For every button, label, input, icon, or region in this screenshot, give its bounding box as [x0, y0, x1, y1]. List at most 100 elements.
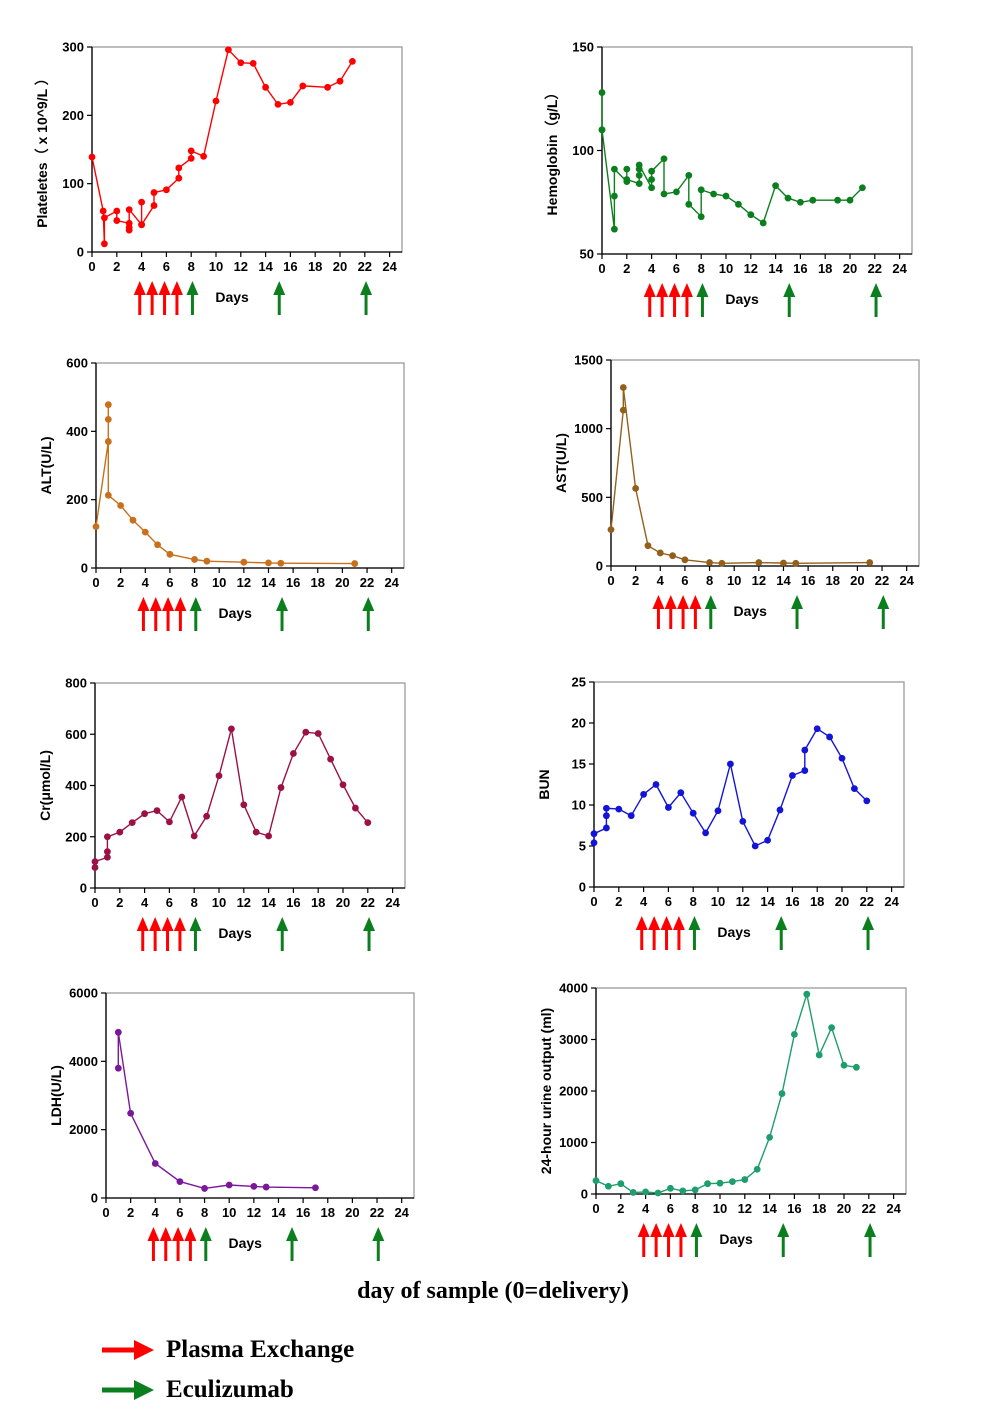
x-tick-label: 0 — [607, 573, 614, 588]
data-point — [336, 77, 344, 85]
data-point — [846, 196, 854, 204]
data-point — [228, 725, 235, 733]
x-tick-label: 8 — [191, 895, 198, 910]
data-point — [697, 186, 705, 194]
y-tick-label: 20 — [572, 716, 586, 731]
y-tick-label: 100 — [572, 143, 594, 158]
y-tick-label: 2000 — [559, 1084, 588, 1099]
y-tick-label: 0 — [91, 1191, 98, 1206]
x-tick-label: 2 — [617, 1201, 624, 1216]
x-tick-label: 12 — [237, 895, 251, 910]
plot-frame — [601, 46, 913, 255]
x-axis-title: Days — [717, 924, 751, 940]
data-point — [250, 1182, 258, 1190]
data-point — [619, 384, 627, 391]
data-point — [187, 147, 195, 155]
y-tick-label: 25 — [572, 675, 586, 690]
x-tick-label: 6 — [163, 259, 170, 274]
data-point — [623, 165, 631, 173]
data-point — [352, 804, 359, 812]
x-tick-label: 24 — [899, 573, 914, 588]
x-tick-label: 12 — [752, 573, 766, 588]
plasma-exchange-arrow — [149, 917, 162, 951]
data-point — [598, 126, 606, 134]
plasma-exchange-arrow — [158, 281, 171, 315]
data-point — [203, 812, 211, 820]
data-point — [677, 789, 685, 797]
data-point — [656, 549, 664, 557]
series-line — [95, 404, 355, 565]
x-tick-label: 22 — [862, 1201, 876, 1216]
data-point — [262, 1183, 270, 1191]
data-point — [789, 772, 796, 779]
data-point — [178, 793, 186, 801]
y-tick-label: 6000 — [69, 986, 98, 1001]
data-point — [104, 415, 112, 423]
x-tick-label: 18 — [311, 575, 325, 590]
data-point — [225, 46, 232, 54]
data-point — [141, 810, 149, 818]
plasma-exchange-arrow — [668, 283, 681, 317]
data-point — [590, 839, 598, 847]
data-point — [314, 730, 322, 737]
data-point — [274, 101, 282, 108]
y-tick-label: 1000 — [574, 421, 603, 436]
data-point — [766, 1133, 773, 1141]
data-point — [702, 829, 709, 837]
x-tick-label: 16 — [793, 261, 807, 276]
data-point — [718, 559, 726, 567]
x-tick-label: 14 — [258, 259, 273, 274]
data-point — [190, 832, 198, 840]
y-axis-title: LDH(U/L) — [48, 1065, 64, 1126]
x-tick-label: 0 — [592, 1201, 599, 1216]
data-point — [590, 830, 598, 838]
data-point — [706, 559, 713, 566]
plasma-exchange-arrow — [174, 597, 187, 631]
data-point — [853, 1063, 860, 1071]
y-tick-label: 150 — [572, 40, 594, 55]
data-point — [801, 746, 809, 754]
data-point — [605, 1182, 612, 1190]
data-point — [803, 990, 811, 998]
data-point — [104, 853, 111, 861]
eculizumab-arrow — [696, 283, 709, 317]
data-point — [237, 59, 245, 67]
data-point — [101, 214, 108, 222]
y-axis-title: BUN — [536, 769, 552, 799]
data-point — [660, 190, 668, 198]
data-point — [652, 781, 660, 788]
x-tick-label: 12 — [247, 1205, 261, 1220]
x-tick-label: 22 — [860, 894, 874, 909]
y-tick-label: 100 — [62, 176, 84, 191]
y-axis-title: AST(U/L) — [553, 433, 569, 493]
data-point — [104, 438, 112, 445]
x-tick-label: 16 — [283, 259, 297, 274]
plasma-exchange-arrow — [149, 597, 162, 631]
x-tick-label: 4 — [648, 261, 656, 276]
x-axis-title: Days — [218, 605, 252, 621]
data-point — [265, 832, 272, 840]
x-tick-label: 10 — [713, 1201, 727, 1216]
data-point — [154, 541, 162, 549]
data-point — [129, 516, 137, 524]
y-tick-label: 300 — [62, 40, 84, 55]
y-tick-label: 800 — [65, 676, 87, 691]
x-tick-label: 18 — [812, 1201, 826, 1216]
data-point — [611, 225, 618, 233]
y-tick-label: 0 — [81, 561, 88, 576]
data-point — [128, 819, 136, 827]
x-tick-label: 14 — [776, 573, 791, 588]
data-point — [265, 559, 272, 567]
legend-label: Plasma Exchange — [166, 1336, 355, 1363]
x-tick-label: 24 — [394, 1205, 409, 1220]
x-axis-title: Days — [228, 1235, 262, 1251]
eculizumab-arrow — [363, 917, 376, 951]
data-point — [312, 1184, 319, 1192]
eculizumab-arrow — [870, 283, 883, 317]
eculizumab-arrow — [189, 597, 202, 631]
data-point — [240, 558, 248, 566]
